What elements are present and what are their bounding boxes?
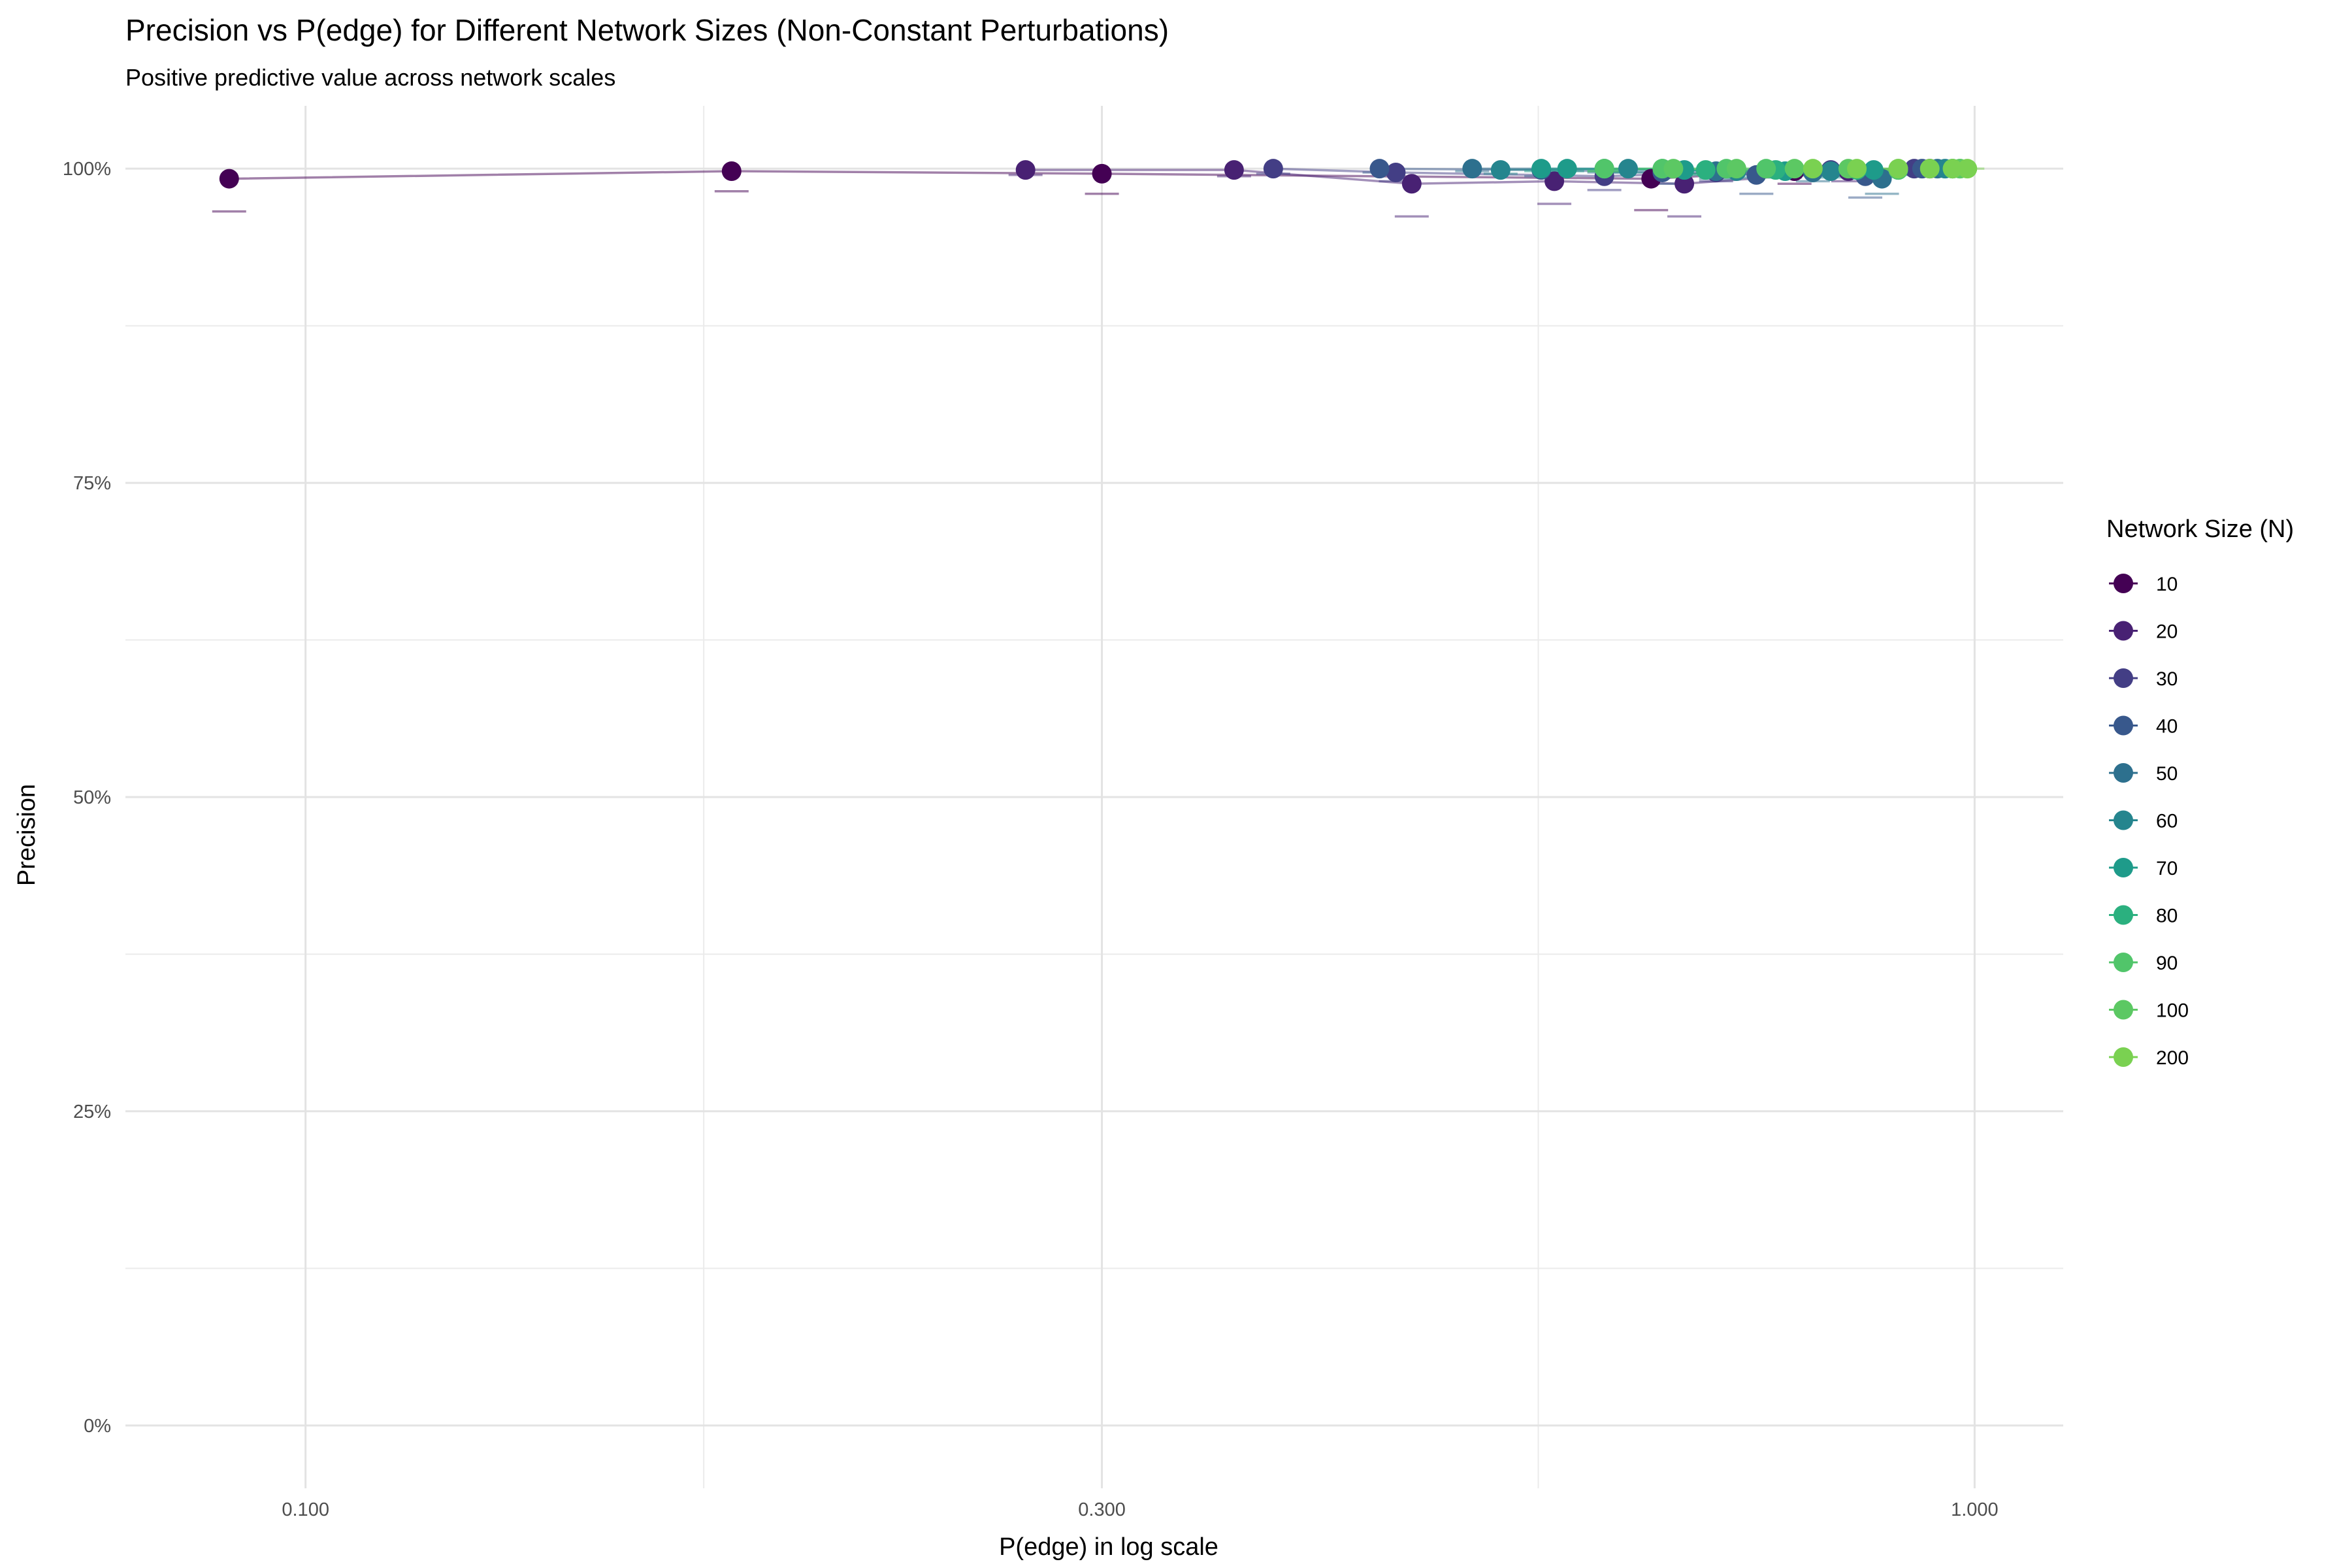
data-point-100 (1784, 159, 1805, 179)
data-point-30 (1263, 159, 1283, 179)
data-point-50 (1462, 159, 1482, 179)
y-tick-label: 100% (63, 159, 111, 180)
data-point-80 (1695, 160, 1716, 180)
data-point-30 (1386, 162, 1406, 182)
legend-item-80: 80 (2109, 905, 2178, 927)
data-point-20 (1224, 160, 1244, 180)
data-point-90 (1756, 159, 1776, 179)
legend-item-100: 100 (2109, 1000, 2189, 1022)
legend-item-60: 60 (2109, 810, 2178, 832)
data-point-20 (1674, 174, 1695, 194)
legend-item-50: 50 (2109, 763, 2178, 785)
data-point-20 (1401, 174, 1422, 194)
data-point-100 (1663, 159, 1684, 179)
legend-key-point (2114, 668, 2133, 688)
x-axis-title: P(edge) in log scale (999, 1533, 1218, 1561)
x-tick-label: 0.300 (1078, 1499, 1126, 1520)
chart-title: Precision vs P(edge) for Different Netwo… (125, 13, 1169, 47)
y-tick-label: 75% (73, 473, 111, 494)
legend-label: 40 (2156, 716, 2178, 738)
legend-key-point (2114, 763, 2133, 783)
data-point-200 (1957, 159, 1978, 179)
grid-layer (125, 106, 2063, 1488)
legend-item-200: 200 (2109, 1047, 2189, 1069)
data-point-10 (1092, 163, 1112, 184)
data-point-20 (1015, 160, 1036, 180)
data-point-200 (1942, 159, 1963, 179)
data-point-40 (1369, 159, 1390, 179)
data-point-200 (1847, 159, 1867, 179)
data-point-10 (219, 169, 239, 189)
data-point-60 (1490, 160, 1511, 180)
data-point-20 (1544, 171, 1565, 191)
legend-label: 60 (2156, 811, 2178, 832)
data-point-70 (1531, 159, 1552, 179)
data-point-70 (1557, 159, 1577, 179)
legend-key-point (2114, 574, 2133, 593)
series-points (219, 159, 1978, 194)
legend-key-point (2114, 1000, 2133, 1020)
legend-label: 200 (2156, 1047, 2189, 1069)
data-point-10 (721, 161, 742, 182)
data-point-60 (1618, 159, 1639, 179)
data-point-70 (1863, 160, 1884, 180)
legend-label: 90 (2156, 953, 2178, 974)
legend-item-20: 20 (2109, 621, 2178, 643)
legend-item-70: 70 (2109, 858, 2178, 879)
x-tick-labels: 0.100 0.300 1.000 (282, 1499, 1998, 1520)
legend-key-point (2114, 905, 2133, 925)
legend-item-30: 30 (2109, 668, 2178, 690)
legend-label: 30 (2156, 668, 2178, 690)
legend-key-point (2114, 621, 2133, 641)
legend-label: 80 (2156, 906, 2178, 927)
y-tick-label: 50% (73, 787, 111, 808)
data-point-200 (1919, 159, 1940, 179)
y-tick-label: 25% (73, 1102, 111, 1122)
legend-key-point (2114, 715, 2133, 736)
legend-items: 10 20 30 40 50 60 70 80 90 100 200 (2109, 574, 2189, 1069)
legend-item-40: 40 (2109, 715, 2178, 738)
y-axis-title: Precision (13, 784, 41, 886)
legend-item-90: 90 (2109, 953, 2178, 974)
y-tick-label: 0% (84, 1416, 111, 1437)
legend-key-point (2114, 1047, 2133, 1067)
legend-label: 70 (2156, 858, 2178, 879)
legend-label: 20 (2156, 621, 2178, 643)
legend-key-point (2114, 810, 2133, 830)
data-point-200 (1803, 159, 1823, 179)
data-point-100 (1726, 159, 1746, 179)
legend-item-10: 10 (2109, 574, 2178, 595)
y-tick-labels: 0% 25% 50% 75% 100% (63, 159, 111, 1437)
series-layer (212, 159, 1985, 218)
data-point-90 (1594, 159, 1614, 179)
x-tick-label: 0.100 (282, 1499, 329, 1520)
legend-title: Network Size (N) (2106, 515, 2294, 543)
legend-label: 10 (2156, 574, 2178, 595)
legend-label: 100 (2156, 1000, 2189, 1022)
legend-key-point (2114, 953, 2133, 972)
legend-key-point (2114, 858, 2133, 877)
legend-label: 50 (2156, 763, 2178, 785)
x-tick-label: 1.000 (1951, 1499, 1999, 1520)
chart-subtitle: Positive predictive value across network… (125, 64, 615, 91)
data-point-200 (1888, 159, 1908, 179)
data-point-60 (1821, 161, 1841, 182)
legend: Network Size (N) 10 20 30 40 50 60 70 80 90 100 20… (2106, 515, 2294, 1069)
